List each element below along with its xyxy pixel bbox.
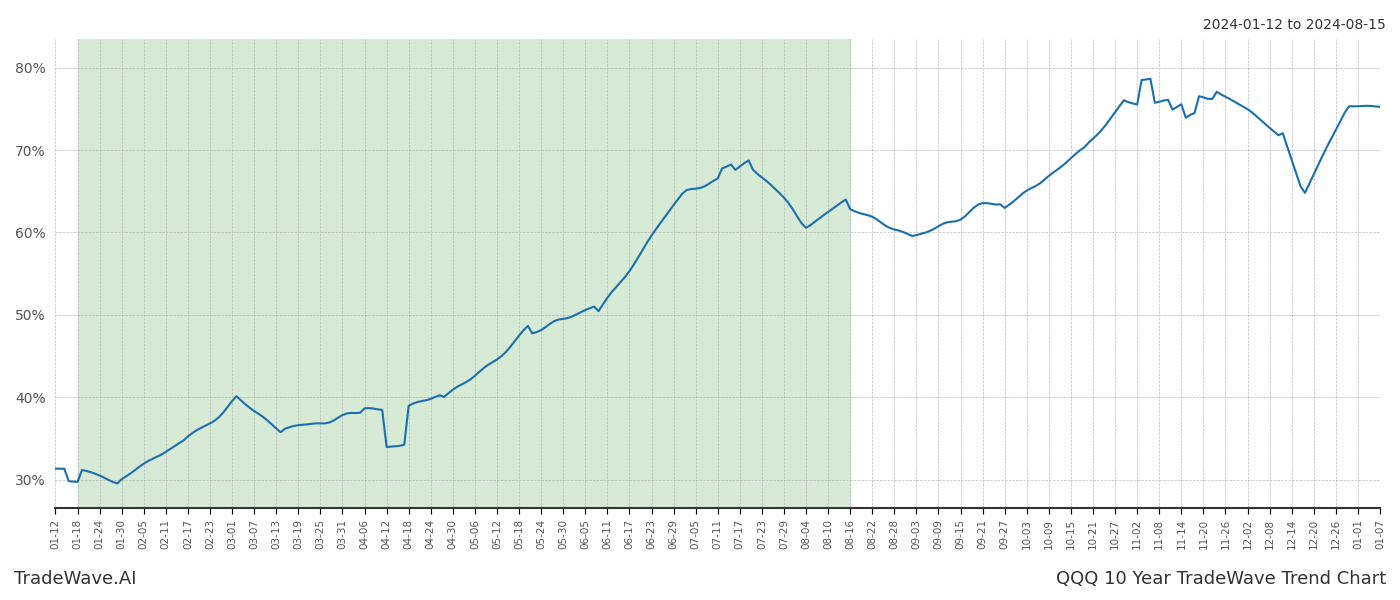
Text: QQQ 10 Year TradeWave Trend Chart: QQQ 10 Year TradeWave Trend Chart bbox=[1056, 570, 1386, 588]
Text: 2024-01-12 to 2024-08-15: 2024-01-12 to 2024-08-15 bbox=[1203, 18, 1386, 32]
Bar bbox=[77, 39, 850, 508]
Text: TradeWave.AI: TradeWave.AI bbox=[14, 570, 137, 588]
